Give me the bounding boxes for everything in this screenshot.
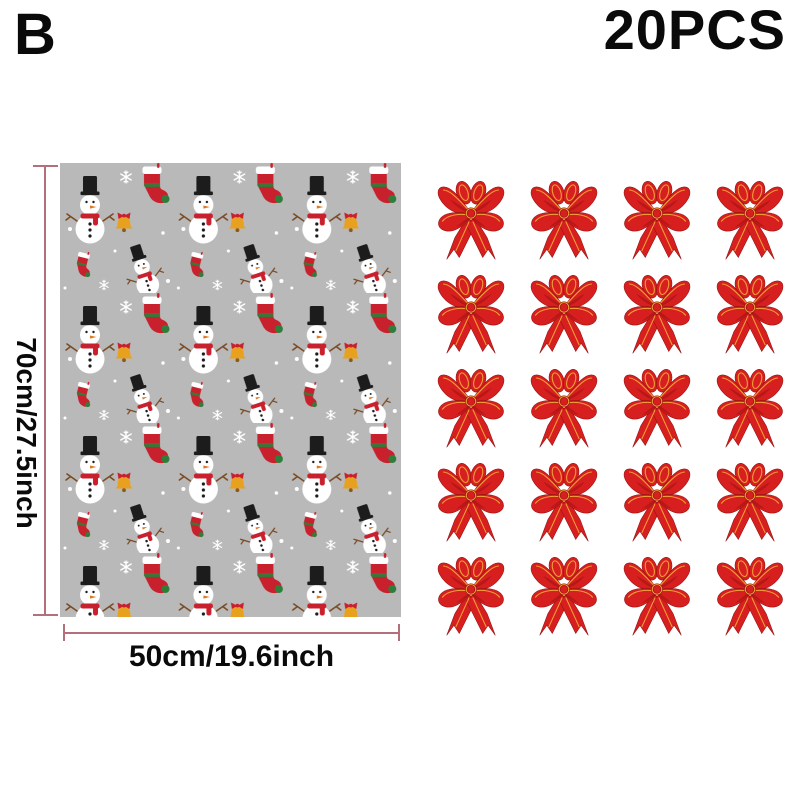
pull-bow (517, 170, 610, 264)
bow-icon (437, 275, 504, 354)
pull-bow (610, 170, 703, 264)
bow-icon (623, 463, 690, 542)
width-dimension-line (63, 632, 400, 634)
pull-bow (424, 264, 517, 358)
pull-bow (703, 358, 796, 452)
bow-icon (623, 557, 690, 636)
bow-icon (437, 463, 504, 542)
pull-bow (610, 358, 703, 452)
bow-icon (716, 275, 783, 354)
bow-icon (716, 463, 783, 542)
bow-icon (530, 181, 597, 260)
bow-icon (623, 181, 690, 260)
pull-bow (703, 452, 796, 546)
height-dimension-label: 70cm/27.5inch (11, 337, 42, 529)
bows-grid (424, 170, 796, 640)
wrapping-paper (60, 163, 401, 617)
bow-icon (623, 369, 690, 448)
wrapping-paper-pattern (60, 163, 401, 617)
pull-bow (610, 452, 703, 546)
pull-bow (517, 358, 610, 452)
pull-bow (517, 264, 610, 358)
pull-bow (610, 546, 703, 640)
pull-bow (424, 546, 517, 640)
bow-icon (530, 557, 597, 636)
height-dimension-cap-bottom (33, 614, 58, 616)
width-dimension-label: 50cm/19.6inch (128, 640, 335, 673)
variant-label: B (14, 2, 56, 67)
bow-icon (530, 275, 597, 354)
pull-bow (610, 264, 703, 358)
bow-icon (530, 463, 597, 542)
bow-icon (623, 275, 690, 354)
width-dimension-tick-right (398, 624, 400, 641)
bow-icon (437, 181, 504, 260)
bow-icon (437, 369, 504, 448)
pull-bow (424, 452, 517, 546)
pull-bow (703, 546, 796, 640)
bow-icon (437, 557, 504, 636)
pull-bow (517, 546, 610, 640)
bow-icon (530, 369, 597, 448)
bow-icon (716, 181, 783, 260)
pull-bow (424, 358, 517, 452)
height-dimension-line (44, 166, 46, 616)
pull-bow (703, 170, 796, 264)
quantity-label: 20PCS (603, 0, 786, 61)
pull-bow (424, 170, 517, 264)
pull-bow (517, 452, 610, 546)
bow-icon (716, 557, 783, 636)
pull-bow (703, 264, 796, 358)
height-dimension-cap-top (33, 165, 58, 167)
width-dimension-tick-left (63, 624, 65, 641)
bow-icon (716, 369, 783, 448)
